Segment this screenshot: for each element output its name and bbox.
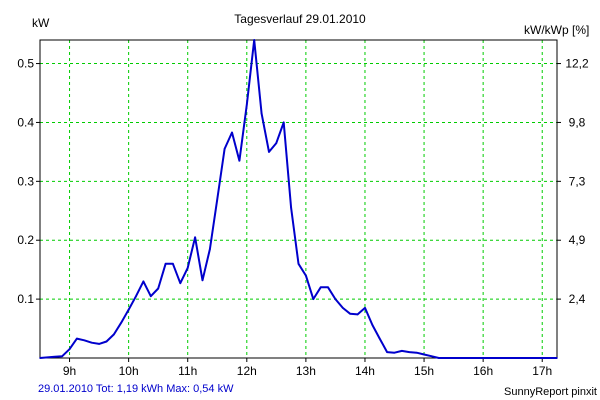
y-left-tick-label: 0.4 (17, 115, 34, 129)
data-point (541, 357, 543, 359)
data-point (135, 295, 137, 298)
data-point (98, 343, 100, 345)
data-point (201, 279, 204, 282)
data-point (497, 357, 499, 359)
data-point (334, 298, 337, 300)
data-point (186, 267, 189, 269)
y-left-tick-label: 0.1 (17, 292, 34, 306)
data-point (268, 151, 270, 153)
data-point (297, 263, 300, 265)
data-point (172, 263, 174, 265)
data-point (482, 357, 484, 359)
series-layer (39, 39, 558, 359)
data-point (460, 357, 462, 359)
y-right-tick-label: 9,8 (569, 115, 586, 129)
y-axis-left-label: kW (32, 16, 50, 30)
data-point (356, 313, 359, 316)
grid-lines (40, 40, 557, 358)
data-point (305, 274, 307, 277)
x-tick-label: 12h (237, 364, 257, 378)
footer-summary: 29.01.2010 Tot: 1,19 kWh Max: 0,54 kW (38, 383, 234, 395)
data-point (61, 355, 63, 358)
plot-frame (39, 39, 558, 359)
data-point (113, 333, 115, 336)
data-point (216, 198, 219, 200)
data-point (327, 286, 329, 289)
y-right-tick-label: 2,4 (569, 292, 586, 306)
data-point (312, 298, 315, 300)
data-point (430, 355, 433, 358)
x-tick-label: 15h (414, 364, 434, 378)
series-line (39, 39, 557, 359)
x-tick-label: 13h (296, 364, 316, 378)
y-axis-right-ticks: 2,4 4,9 7,3 9,8 12,2 (557, 57, 589, 306)
chart-title: Tagesverlauf 29.01.2010 (234, 12, 366, 26)
data-point (209, 248, 211, 250)
data-point (150, 295, 152, 298)
data-point (142, 280, 145, 283)
data-point (467, 357, 470, 359)
data-point (76, 337, 78, 340)
data-point (164, 263, 167, 265)
data-point (105, 340, 108, 343)
x-tick-label: 16h (473, 364, 493, 378)
footer-credit: SunnyReport pinxit (504, 386, 597, 398)
data-point (438, 357, 440, 359)
data-point (275, 142, 278, 144)
data-point (319, 286, 322, 289)
data-point (393, 351, 396, 354)
y-right-tick-label: 4,9 (569, 233, 586, 247)
data-point (120, 321, 122, 324)
data-point (223, 148, 226, 150)
data-point (475, 357, 477, 359)
data-point (253, 39, 255, 41)
x-axis-ticks: 9h 10h 11h 12h 13h 14h 15h 16h 17h (63, 358, 552, 378)
data-point (408, 351, 411, 353)
data-point (489, 357, 492, 359)
y-left-tick-label: 0.5 (17, 57, 34, 71)
data-point (90, 341, 93, 344)
y-left-tick-label: 0.2 (17, 233, 34, 247)
y-right-tick-label: 12,2 (565, 57, 589, 71)
data-point (231, 131, 233, 134)
data-point (349, 313, 352, 315)
data-point (371, 324, 374, 326)
data-point (68, 348, 71, 351)
x-tick-label: 9h (63, 364, 76, 378)
y-axis-right-label: kW/kWp [%] (524, 23, 589, 37)
data-point (39, 357, 41, 359)
data-point (260, 112, 263, 115)
data-point (179, 282, 182, 285)
y-axis-left-ticks: 0.1 0.2 0.3 0.4 0.5 (17, 57, 40, 306)
x-tick-label: 14h (355, 364, 375, 378)
data-point (452, 357, 455, 359)
data-point (238, 159, 241, 162)
data-point (423, 353, 425, 356)
data-point (378, 337, 381, 340)
data-point (157, 287, 159, 290)
data-point (194, 236, 196, 239)
data-point (415, 351, 418, 354)
y-right-tick-label: 7,3 (569, 174, 586, 188)
data-point (511, 357, 514, 359)
x-tick-label: 11h (178, 364, 197, 378)
y-left-tick-label: 0.3 (17, 174, 34, 188)
data-point (83, 339, 86, 342)
data-point (445, 357, 448, 359)
data-point (54, 356, 56, 358)
data-point (401, 350, 403, 352)
data-point (282, 121, 285, 124)
data-point (342, 307, 344, 309)
data-point (364, 307, 366, 309)
data-point (386, 351, 388, 353)
data-point (246, 104, 248, 106)
data-point (526, 357, 529, 359)
data-point (556, 357, 558, 359)
x-tick-label: 17h (532, 364, 552, 378)
data-point (127, 308, 130, 311)
x-tick-label: 10h (119, 364, 139, 378)
data-point (290, 207, 292, 209)
